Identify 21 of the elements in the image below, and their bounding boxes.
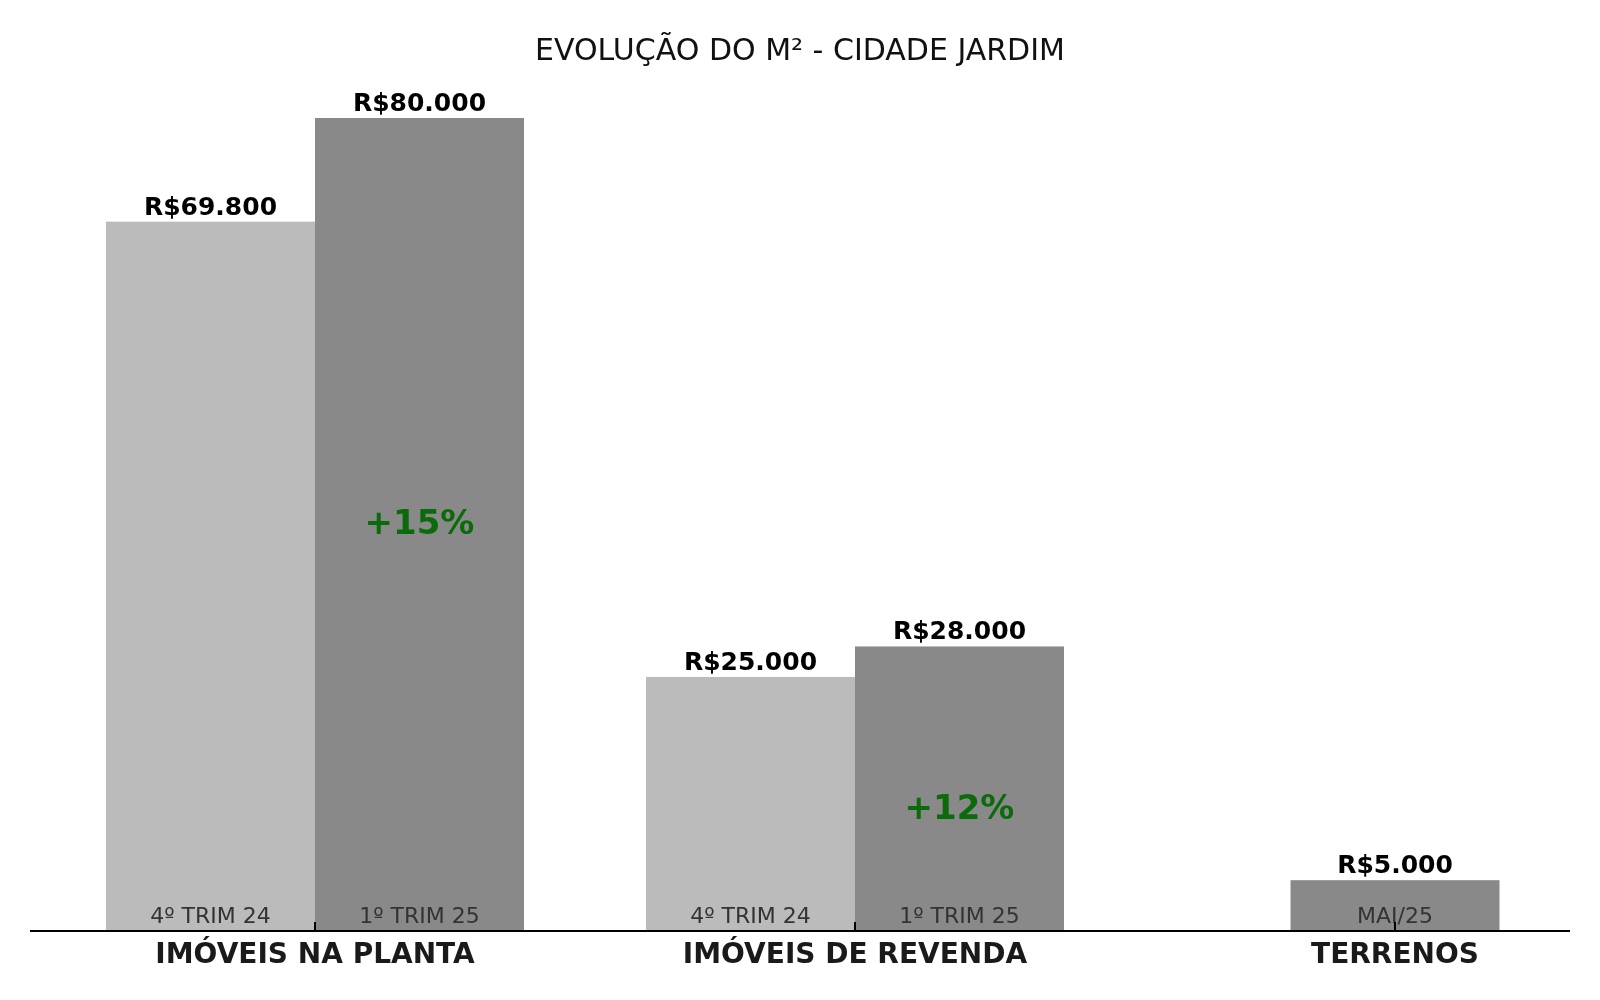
annotation: +12% [904, 786, 1015, 827]
annotation: +15% [364, 502, 475, 542]
data-label: R$80.000 [352, 88, 487, 117]
text: 4º TRIM 24 [690, 903, 811, 928]
x-tick-label: IMÓVEIS NA PLANTA [155, 936, 476, 970]
series-label: MAI/25 [1357, 903, 1433, 928]
bar [106, 221, 315, 931]
text: 1º TRIM 25 [899, 903, 1020, 928]
data-label: R$25.000 [683, 646, 818, 676]
bar [855, 646, 1064, 931]
bar [315, 118, 524, 931]
data-label: R$28.000 [892, 616, 1027, 646]
x-tick-label: IMÓVEIS DE REVENDA [682, 936, 1028, 970]
series-label: 4º TRIM 24 [150, 903, 271, 928]
bar [1290, 880, 1500, 931]
data-label: R$5.000 [1337, 850, 1453, 880]
data-label: R$69.800 [143, 191, 278, 221]
x-tick-label: TERRENOS [1311, 937, 1479, 970]
chart-title: EVOLUÇÃO DO M² - CIDADE JARDIM [535, 32, 1065, 67]
series-label: 1º TRIM 25 [359, 903, 480, 928]
bar [646, 676, 855, 931]
